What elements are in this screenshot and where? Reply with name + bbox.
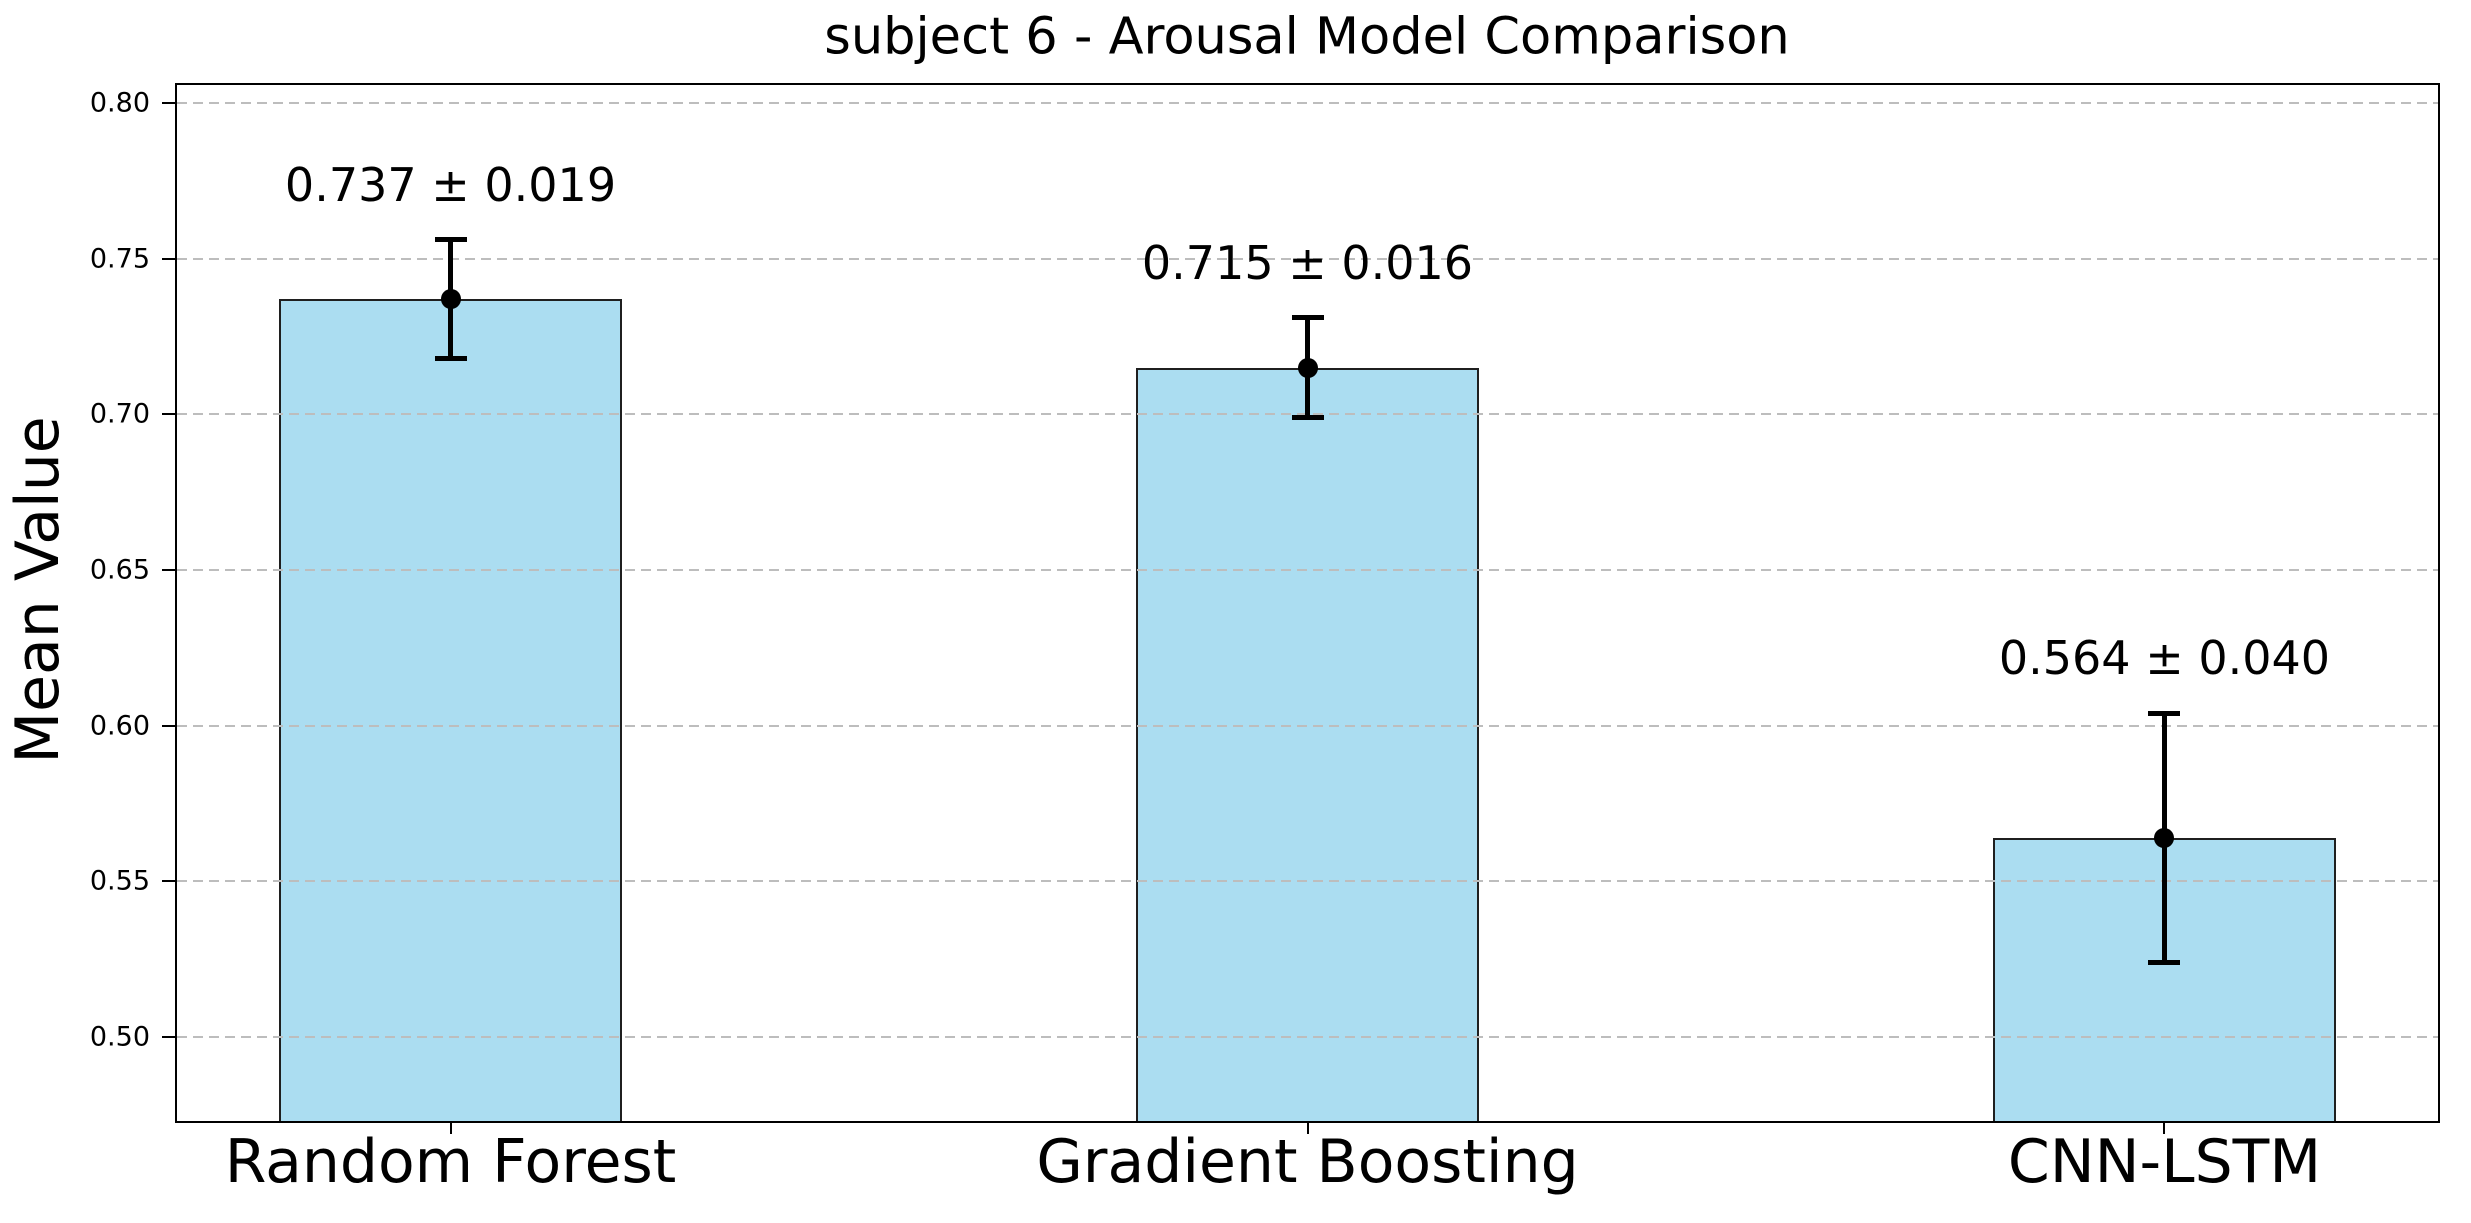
bar-value-label: 0.737 ± 0.019 (284, 157, 617, 212)
y-tick-mark (162, 568, 175, 571)
error-bar-marker (440, 289, 461, 310)
x-tick-label-gradient-boosting: Gradient Boosting (1036, 1127, 1579, 1197)
y-tick-label: 0.80 (89, 87, 150, 119)
error-bar-cap-bottom (434, 355, 467, 361)
x-tick-label-cnn-lstm: CNN-LSTM (2007, 1127, 2322, 1197)
y-tick-label: 0.65 (89, 554, 150, 586)
x-tick-mark (449, 1123, 452, 1134)
y-tick-mark (162, 257, 175, 260)
gridline (177, 101, 2438, 104)
y-tick-mark (162, 101, 175, 104)
bar-random-forest (279, 299, 622, 1123)
error-bar-marker (1297, 357, 1318, 378)
error-bar-marker (2154, 827, 2175, 848)
y-axis-label: Mean Value (3, 416, 73, 764)
gridline (177, 568, 2438, 571)
gridline (177, 724, 2438, 727)
y-tick-label: 0.70 (89, 398, 150, 430)
bar-gradient-boosting (1136, 367, 1479, 1123)
error-bar-cap-top (2148, 710, 2181, 716)
y-tick-label: 0.55 (89, 865, 150, 897)
error-bar-cap-top (1291, 315, 1324, 321)
chart-title: subject 6 - Arousal Model Comparison (824, 7, 1790, 67)
bar-value-label: 0.715 ± 0.016 (1141, 235, 1474, 290)
x-tick-label-random-forest: Random Forest (224, 1127, 677, 1197)
gridline (177, 880, 2438, 883)
x-tick-mark (2163, 1123, 2166, 1134)
y-tick-label: 0.50 (89, 1021, 150, 1053)
gridline (177, 257, 2438, 260)
y-tick-label: 0.75 (89, 243, 150, 275)
y-tick-label: 0.60 (89, 710, 150, 742)
y-tick-mark (162, 724, 175, 727)
bar-value-label: 0.564 ± 0.040 (1998, 631, 2331, 686)
x-tick-mark (1306, 1123, 1309, 1134)
error-bar-cap-bottom (1291, 414, 1324, 420)
y-tick-mark (162, 413, 175, 416)
y-tick-mark (162, 880, 175, 883)
y-tick-mark (162, 1036, 175, 1039)
error-bar-cap-top (434, 237, 467, 243)
error-bar-cap-bottom (2148, 959, 2181, 965)
gridline (177, 1036, 2438, 1039)
